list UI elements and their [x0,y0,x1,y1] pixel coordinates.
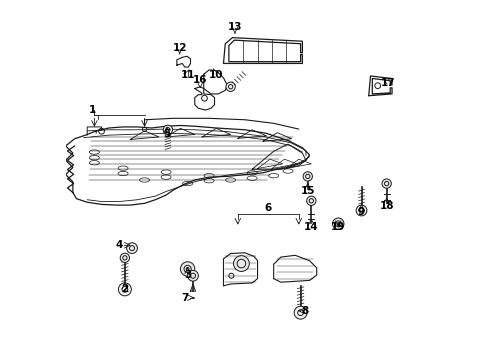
Text: 9: 9 [358,207,365,217]
Circle shape [303,172,313,181]
Text: 5: 5 [163,129,171,139]
Circle shape [294,306,307,319]
Text: 14: 14 [304,222,318,232]
Text: 7: 7 [181,293,189,303]
Text: 10: 10 [208,70,223,80]
Circle shape [356,205,367,216]
Circle shape [126,243,137,253]
Circle shape [226,82,235,91]
Text: 1: 1 [89,105,96,115]
Circle shape [120,253,129,262]
Text: 11: 11 [180,70,195,80]
Text: 6: 6 [265,203,272,213]
Circle shape [234,256,249,271]
Circle shape [333,218,344,229]
Text: 15: 15 [300,186,315,197]
Text: 16: 16 [193,75,207,85]
Circle shape [119,283,131,296]
Text: 8: 8 [302,306,309,316]
Text: 19: 19 [331,222,345,232]
Text: 12: 12 [172,43,187,53]
Text: 13: 13 [228,22,242,32]
Text: 3: 3 [184,270,191,280]
Circle shape [163,125,172,134]
Text: 18: 18 [379,201,394,211]
Circle shape [382,179,392,188]
Circle shape [188,270,198,281]
Circle shape [180,262,195,276]
Text: 17: 17 [381,78,396,88]
Text: 4: 4 [115,240,122,250]
Text: 2: 2 [121,284,128,294]
Circle shape [307,196,316,206]
